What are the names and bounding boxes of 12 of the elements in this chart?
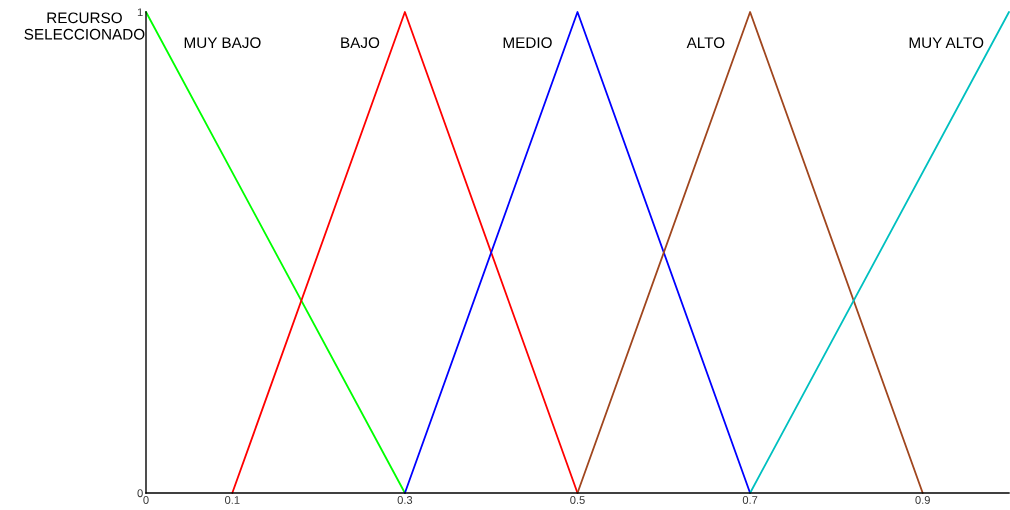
x-tick-label: 0.5 (570, 496, 585, 504)
x-tick-label: 0.9 (915, 496, 930, 504)
series-label: MEDIO (503, 37, 552, 49)
series-label: BAJO (341, 37, 380, 49)
x-tick-label: 0.3 (397, 496, 413, 504)
series-label: MUY ALTO (909, 37, 984, 49)
y-tick-label: 1 (137, 8, 143, 17)
x-tick-label: 0 (143, 496, 149, 504)
x-tick-label: 0.1 (225, 496, 240, 504)
x-tick-label: 0.7 (742, 496, 758, 504)
series-label: ALTO (686, 37, 725, 49)
series-label: MUY BAJO (184, 37, 261, 49)
